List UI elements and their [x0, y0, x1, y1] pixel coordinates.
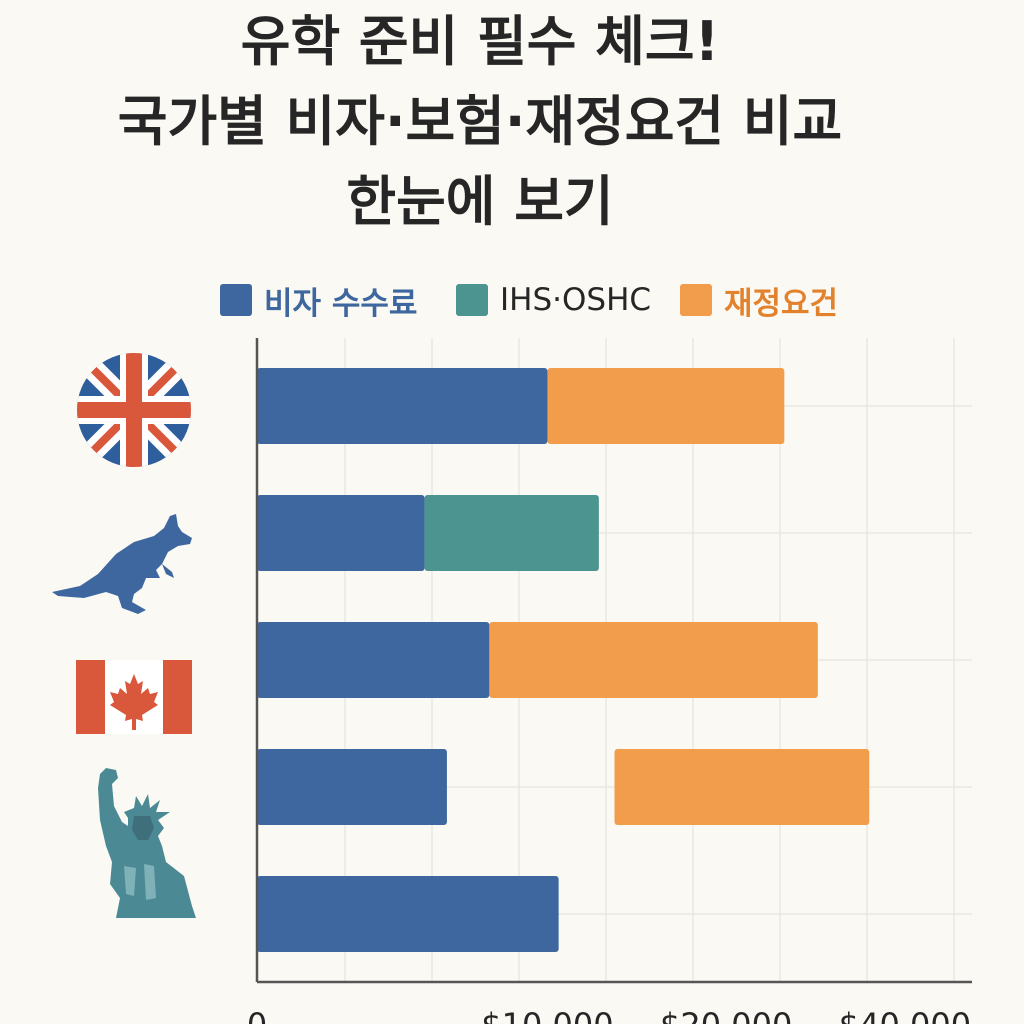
bar-segment: [257, 622, 490, 698]
legend-label: 재정요건: [724, 285, 839, 322]
bar-segment: [424, 495, 599, 571]
bar-segment: [257, 749, 447, 825]
x-tick-label: 0: [247, 1006, 267, 1024]
legend-item-visa-fee: 비자 수수료: [220, 278, 417, 322]
title-line: 국가별 비자·보험·재정요건 비교: [117, 90, 843, 153]
legend-swatch: [680, 284, 712, 316]
uk-flag-icon: [77, 353, 191, 467]
kangaroo-icon: [52, 514, 192, 614]
bar-segment: [257, 876, 559, 952]
x-tick-label: $40,000: [839, 1006, 971, 1024]
chart-title: 유학 준비 필수 체크! 국가별 비자·보험·재정요건 비교 한눈에 보기: [0, 2, 960, 242]
bar-segment: [257, 495, 425, 571]
legend-label: IHS·OSHC: [500, 282, 652, 318]
bar-segment: [489, 622, 818, 698]
x-tick-label: $20,000: [660, 1006, 792, 1024]
legend-swatch: [220, 284, 252, 316]
legend: 비자 수수료 IHS·OSHC 재정요건: [0, 278, 1024, 322]
canada-flag-icon: [76, 660, 192, 734]
legend-swatch: [456, 284, 488, 316]
statue-of-liberty-icon: [98, 768, 196, 918]
x-tick-label: $10,000: [481, 1006, 613, 1024]
legend-item-ihs-oshc: IHS·OSHC: [456, 278, 651, 322]
legend-item-financial: 재정요건: [680, 278, 838, 322]
title-line: 유학 준비 필수 체크!: [240, 10, 720, 73]
bar-segment: [547, 368, 785, 444]
title-line: 한눈에 보기: [346, 170, 614, 233]
bar-segment: [614, 749, 870, 825]
legend-label: 비자 수수료: [264, 285, 418, 322]
bar-segment: [257, 368, 548, 444]
